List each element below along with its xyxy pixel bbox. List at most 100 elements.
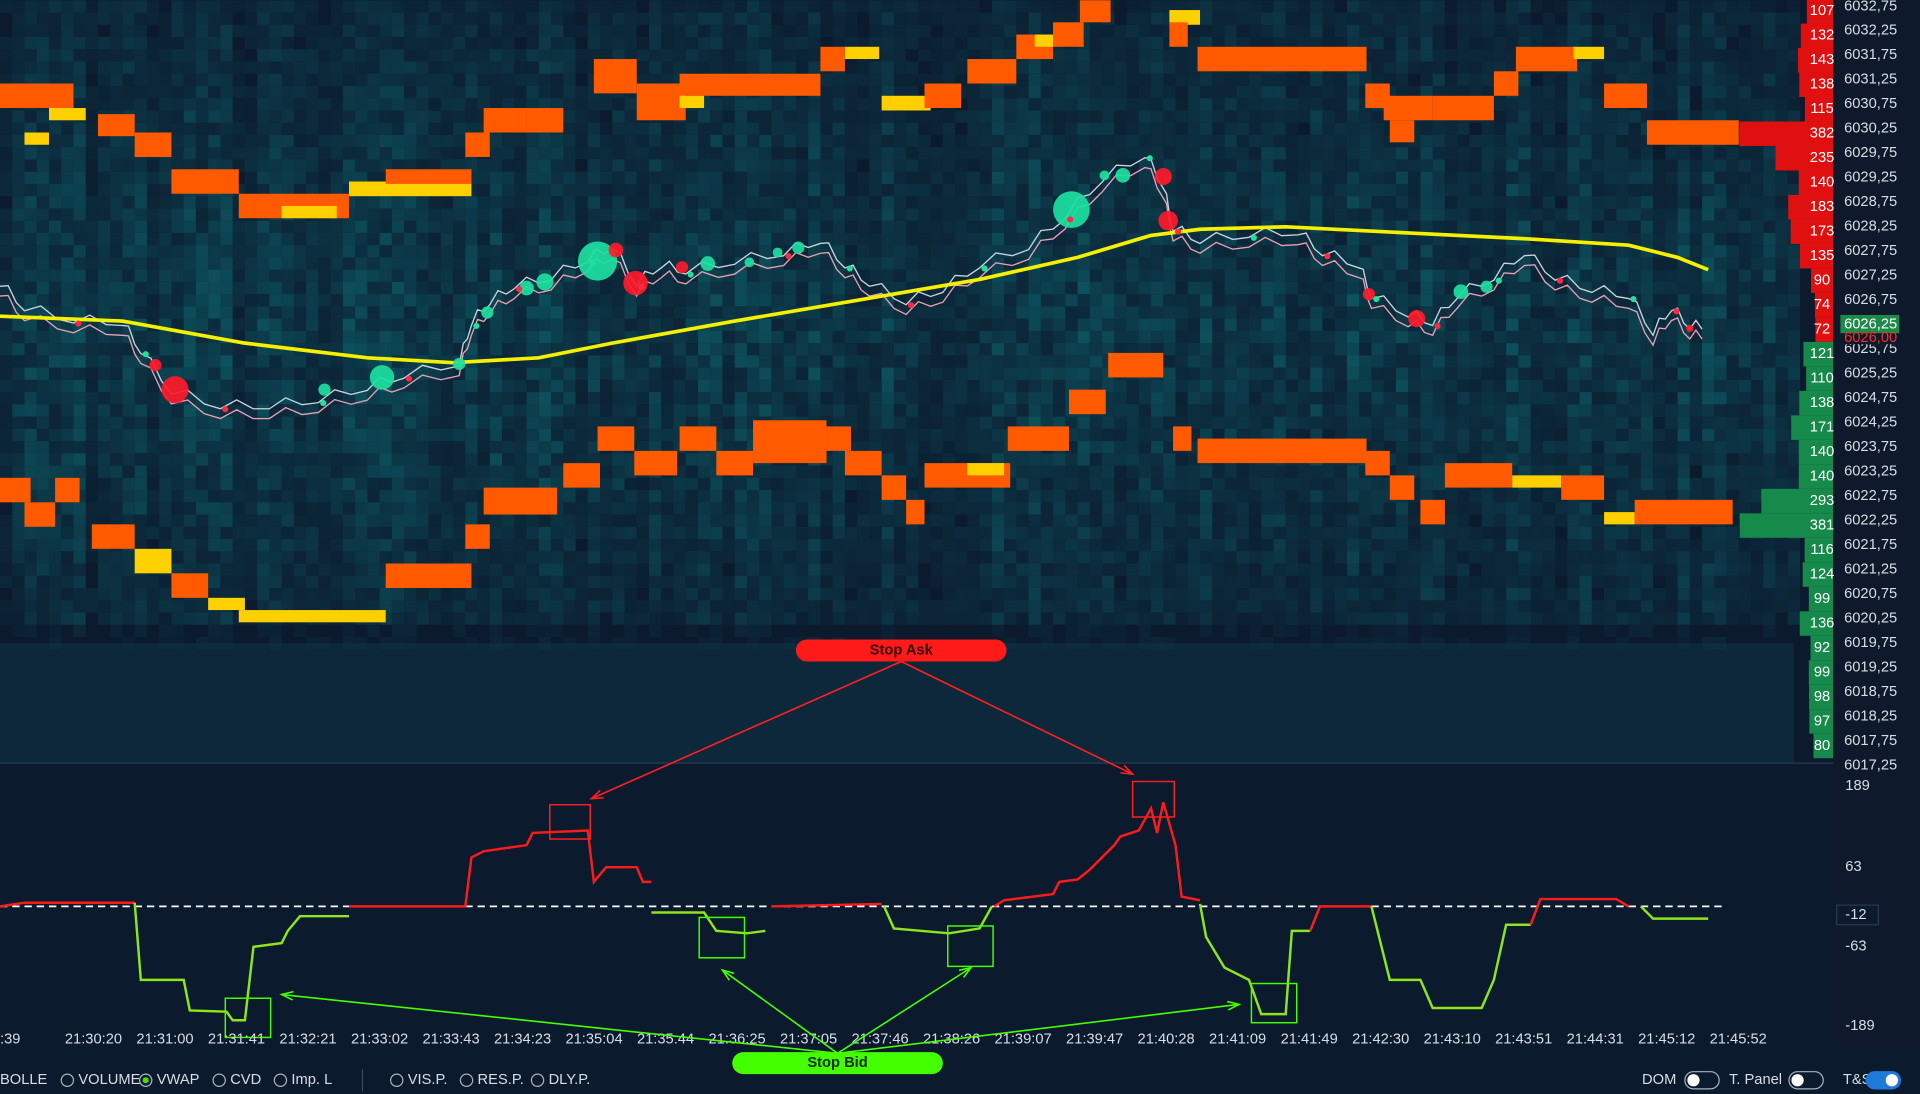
heat-cell xyxy=(159,514,172,527)
heat-cell xyxy=(208,588,221,601)
heat-cell xyxy=(661,514,674,527)
heat-cell xyxy=(489,392,503,405)
heat-cell xyxy=(24,330,37,344)
heat-cell xyxy=(110,159,123,172)
heat-cell xyxy=(110,98,123,111)
heat-cell xyxy=(379,122,392,135)
heat-cell xyxy=(563,416,576,429)
heat-cell xyxy=(783,232,796,246)
heat-cell xyxy=(85,134,98,148)
heat-cell xyxy=(991,281,1005,295)
heat-cell xyxy=(808,134,821,148)
heat-cell xyxy=(453,0,466,13)
heat-cell xyxy=(1089,257,1103,270)
heat-cell xyxy=(122,367,135,380)
heat-cell xyxy=(306,306,319,319)
heat-cell xyxy=(208,465,221,478)
heat-cell xyxy=(1016,575,1029,589)
heat-cell xyxy=(391,269,405,282)
heat-cell xyxy=(795,294,809,307)
heat-cell xyxy=(453,490,466,503)
heat-cell xyxy=(955,502,968,515)
heat-cell xyxy=(61,441,74,454)
heat-cell xyxy=(991,355,1005,368)
heat-cell xyxy=(746,281,760,295)
heat-cell xyxy=(1138,526,1152,540)
heat-cell xyxy=(918,367,931,380)
heat-cell xyxy=(1175,98,1188,111)
heat-cell xyxy=(722,551,735,564)
heat-cell xyxy=(710,147,723,160)
heat-cell xyxy=(159,306,172,319)
heat-cell xyxy=(673,0,686,13)
heat-cell xyxy=(1114,318,1127,331)
heat-cell xyxy=(489,159,503,172)
heat-cell xyxy=(1138,539,1152,552)
heat-cell xyxy=(0,49,13,62)
heat-cell xyxy=(12,392,25,405)
heat-cell xyxy=(1004,575,1017,589)
heat-cell xyxy=(1077,539,1090,552)
heat-cell xyxy=(955,367,968,380)
heat-cell xyxy=(318,600,331,613)
heat-cell xyxy=(783,24,796,37)
heat-cell xyxy=(685,551,698,564)
heat-cell xyxy=(379,49,392,62)
heat-cell xyxy=(453,232,466,246)
heat-cell xyxy=(955,441,968,454)
heat-cell xyxy=(955,171,968,184)
heat-cell xyxy=(342,232,356,246)
heat-cell xyxy=(612,196,625,209)
heat-cell xyxy=(942,502,956,515)
heat-cell xyxy=(538,232,552,246)
heat-cell xyxy=(1151,637,1164,650)
heat-cell xyxy=(257,269,270,282)
heat-cell xyxy=(1065,637,1078,650)
heat-cell xyxy=(293,134,307,148)
heat-cell xyxy=(146,428,160,442)
heat-cell xyxy=(465,404,478,417)
heat-cell xyxy=(746,98,760,111)
heat-cell xyxy=(526,551,539,564)
heat-cell xyxy=(97,563,111,576)
heat-cell xyxy=(795,502,809,515)
heat-cell xyxy=(1138,416,1152,429)
heat-cell xyxy=(465,220,478,233)
heat-cell xyxy=(244,12,258,25)
heat-cell xyxy=(955,612,968,625)
heat-cell xyxy=(195,465,209,478)
heat-cell xyxy=(293,477,307,491)
heat-cell xyxy=(783,171,796,184)
heat-cell xyxy=(12,12,25,25)
heat-cell xyxy=(24,575,37,589)
heat-cell xyxy=(563,404,576,417)
heat-cell xyxy=(1114,404,1127,417)
heat-cell xyxy=(379,539,392,552)
heat-cell xyxy=(734,575,747,589)
heat-cell xyxy=(1065,245,1078,258)
heat-cell xyxy=(979,330,992,344)
heat-cell xyxy=(808,159,821,172)
heat-cell xyxy=(122,183,135,197)
heat-cell xyxy=(636,600,649,613)
heat-cell xyxy=(636,122,649,135)
heat-cell xyxy=(1004,330,1017,344)
heat-cell xyxy=(1102,85,1115,99)
heat-cell xyxy=(979,318,992,331)
heat-cell xyxy=(1138,98,1152,111)
heat-cell xyxy=(428,208,441,221)
heat-cell xyxy=(869,98,882,111)
heat-cell xyxy=(379,637,392,650)
heat-cell xyxy=(526,220,539,233)
heat-cell xyxy=(832,306,845,319)
heat-cell xyxy=(979,514,992,527)
heat-cell xyxy=(1040,526,1054,540)
heat-cell xyxy=(48,294,62,307)
heat-cell xyxy=(1004,490,1017,503)
heat-cell xyxy=(930,159,943,172)
heat-cell xyxy=(1175,183,1188,197)
heat-cell xyxy=(1114,612,1127,625)
heat-cell xyxy=(869,122,882,135)
heat-cell xyxy=(820,257,833,270)
heat-cell xyxy=(600,379,613,393)
